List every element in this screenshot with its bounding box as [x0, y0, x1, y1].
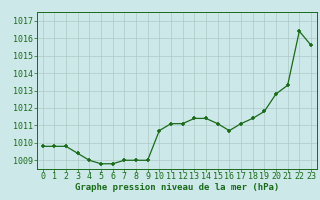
X-axis label: Graphe pression niveau de la mer (hPa): Graphe pression niveau de la mer (hPa): [75, 183, 279, 192]
